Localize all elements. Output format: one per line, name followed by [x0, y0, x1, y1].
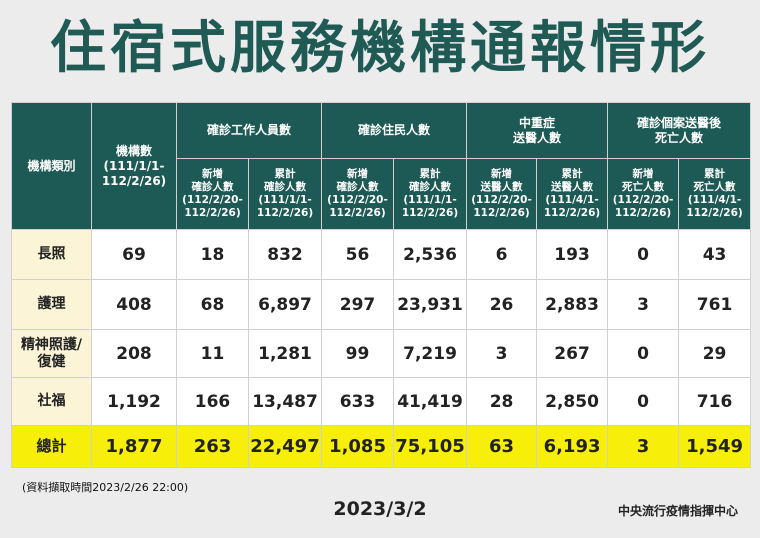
data-timestamp-note: (資料擷取時間2023/2/26 22:00) [22, 481, 189, 494]
cell-value: 68 [176, 279, 249, 330]
cell-value: 63 [466, 425, 538, 468]
cell-value: 1,281 [247, 329, 323, 378]
header-group-residents: 確診住民人數 [321, 102, 468, 159]
cell-value: 99 [321, 329, 395, 378]
cell-value: 0 [607, 229, 680, 280]
table-row: 社福 1,192 166 13,487 633 41,419 28 2,850 … [11, 377, 752, 426]
cell-value: 22,497 [247, 425, 323, 468]
cell-value: 193 [536, 229, 609, 280]
row-label: 社福 [11, 377, 92, 426]
cell-value: 6 [466, 229, 538, 280]
cell-value: 18 [176, 229, 249, 280]
cell-value: 56 [321, 229, 395, 280]
cell-value: 2,536 [393, 229, 468, 280]
cell-value: 166 [176, 377, 249, 426]
cell-value: 263 [176, 425, 249, 468]
cell-value: 297 [321, 279, 395, 330]
cell-value: 75,105 [393, 425, 468, 468]
header-group-deaths: 確診個案送醫後 死亡人數 [607, 102, 752, 159]
table-row: 精神照護/ 復健 208 11 1,281 99 7,219 3 267 0 2… [11, 329, 752, 378]
cell-value: 1,192 [91, 377, 177, 426]
cell-value: 2,850 [536, 377, 609, 426]
cell-value: 7,219 [393, 329, 468, 378]
header-sub: 累計 確診人數 (111/1/1- 112/2/26) [247, 158, 323, 230]
header-sub: 累計 死亡人數 (111/4/1- 112/2/26) [678, 158, 752, 230]
cell-value: 0 [607, 377, 680, 426]
cell-value: 3 [466, 329, 538, 378]
cell-value: 13,487 [247, 377, 323, 426]
header-institutions: 機構數 (111/1/1- 112/2/26) [91, 102, 177, 230]
cell-value: 28 [466, 377, 538, 426]
cell-value: 3 [607, 279, 680, 330]
cell-value: 69 [91, 229, 177, 280]
header-sub: 新增 死亡人數 (112/2/20- 112/2/26) [607, 158, 680, 230]
header-group-staff: 確診工作人員數 [175, 102, 323, 159]
cell-value: 0 [607, 329, 680, 378]
header-sub: 新增 確診人數 (112/2/20- 112/2/26) [321, 158, 395, 230]
cell-value: 1,877 [91, 425, 177, 468]
cell-value: 23,931 [393, 279, 468, 330]
cell-value: 3 [607, 425, 680, 468]
page-title: 住宿式服務機構通報情形 [50, 16, 710, 81]
cell-value: 1,085 [321, 425, 395, 468]
report-date: 2023/3/2 [333, 498, 427, 520]
header-sub: 新增 確診人數 (112/2/20- 112/2/26) [176, 158, 249, 230]
cell-value: 408 [91, 279, 177, 330]
table-row: 長照 69 18 832 56 2,536 6 193 0 43 [11, 229, 752, 280]
cell-value: 43 [678, 229, 752, 280]
organization-name: 中央流行疫情指揮中心 [617, 504, 738, 518]
header-sub: 新增 送醫人數 (112/2/20- 112/2/26) [466, 158, 538, 230]
cell-value: 6,897 [247, 279, 323, 330]
report-table: 機構類別 機構數 (111/1/1- 112/2/26) 確診工作人員數 確診住… [11, 102, 752, 468]
header-category: 機構類別 [11, 102, 92, 230]
row-label: 護理 [11, 279, 92, 330]
row-label: 精神照護/ 復健 [11, 329, 92, 378]
cell-value: 26 [466, 279, 538, 330]
cell-value: 6,193 [536, 425, 609, 468]
cell-value: 832 [247, 229, 323, 280]
header-group-severe: 中重症 送醫人數 [466, 102, 609, 159]
cell-value: 2,883 [536, 279, 609, 330]
cell-value: 29 [678, 329, 752, 378]
total-row: 總計 1,877 263 22,497 1,085 75,105 63 6,19… [11, 425, 752, 468]
row-label: 總計 [11, 425, 92, 468]
cell-value: 41,419 [393, 377, 468, 426]
cell-value: 267 [536, 329, 609, 378]
header-sub: 累計 確診人數 (111/1/1- 112/2/26) [393, 158, 468, 230]
cell-value: 11 [176, 329, 249, 378]
cell-value: 761 [678, 279, 752, 330]
header-sub: 累計 送醫人數 (111/4/1- 112/2/26) [536, 158, 609, 230]
cell-value: 633 [321, 377, 395, 426]
cell-value: 1,549 [678, 425, 752, 468]
row-label: 長照 [11, 229, 92, 280]
cell-value: 716 [678, 377, 752, 426]
table-row: 護理 408 68 6,897 297 23,931 26 2,883 3 76… [11, 279, 752, 330]
cell-value: 208 [91, 329, 177, 378]
